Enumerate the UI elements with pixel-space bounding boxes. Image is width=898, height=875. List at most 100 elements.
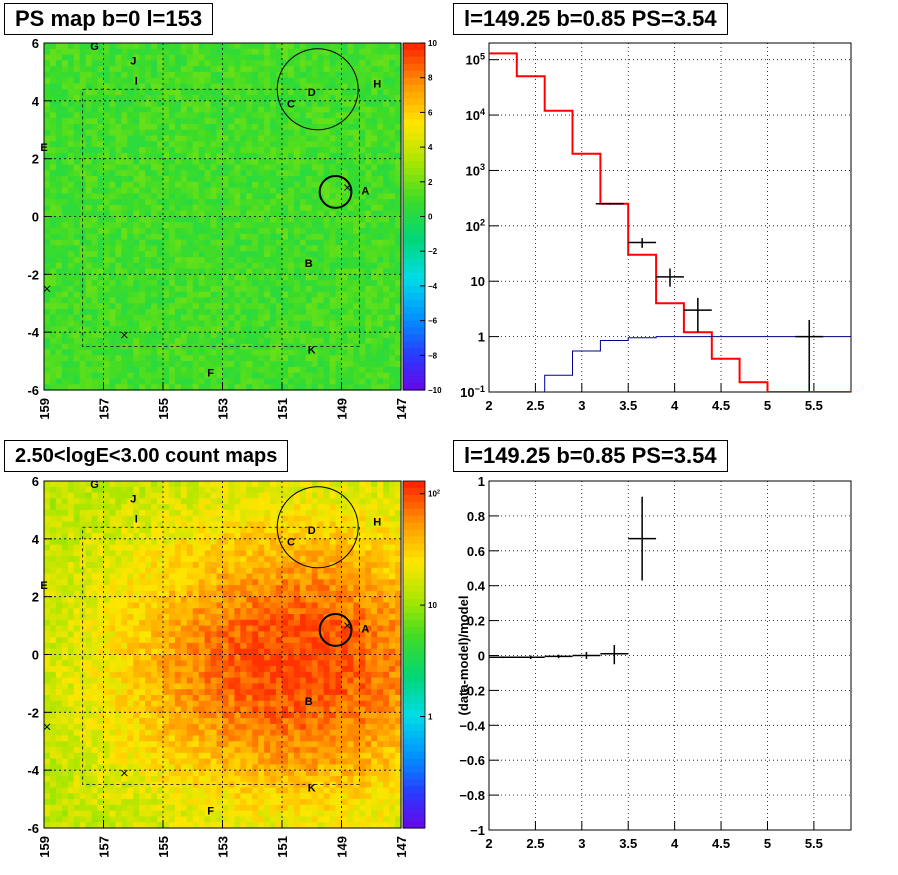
plot-frame <box>488 42 852 393</box>
y-tick-label: 104 <box>465 107 485 123</box>
heatmap-cells <box>44 481 402 829</box>
source-marker <box>344 622 351 629</box>
y-tick-label: -2 <box>27 705 39 720</box>
source-label-I: I <box>135 76 138 88</box>
y-tick-label: -2 <box>27 267 39 282</box>
x-tick-label: 3 <box>578 398 585 413</box>
x-tick-label: 3.5 <box>619 398 637 413</box>
x-tick-label: 2 <box>485 398 492 413</box>
y-tick-label: 1 <box>478 474 485 489</box>
source-marker <box>344 184 351 191</box>
data-point <box>628 238 657 248</box>
x-tick-label: 147 <box>394 398 409 420</box>
source-label-C: C <box>287 99 295 111</box>
y-tick-label: 4 <box>32 532 40 547</box>
x-tick-label: 3.5 <box>619 836 637 851</box>
y-tick-label: 0 <box>32 210 39 225</box>
colorbar-tick-label: 8 <box>428 74 433 83</box>
source-label-A: A <box>361 623 369 635</box>
y-tick-label: 10−1 <box>460 384 485 400</box>
panel-1-title: PS map b=0 l=153 <box>4 3 214 35</box>
y-tick-label: −1 <box>470 823 485 838</box>
y-axis-label: (data-model)/model <box>456 596 471 716</box>
x-tick-label: 147 <box>394 836 409 858</box>
heatmap-panel-2 <box>43 480 426 829</box>
heatmap-cells <box>44 43 402 391</box>
x-tick-label: 2 <box>485 836 492 851</box>
x-tick-label: 5.5 <box>805 836 823 851</box>
source-label-B: B <box>305 258 313 270</box>
colorbar-tick-label: 1 <box>428 713 433 722</box>
x-tick-label: 153 <box>216 836 231 858</box>
y-tick-label: 0 <box>32 648 39 663</box>
y-tick-label: 2 <box>32 590 39 605</box>
source-circle <box>276 48 359 131</box>
y-tick-label: 0.2 <box>467 614 485 629</box>
source-label-F: F <box>207 806 214 818</box>
source-label-A: A <box>361 185 369 197</box>
x-tick-label: 5 <box>764 836 771 851</box>
x-tick-label: 157 <box>97 398 112 420</box>
y-tick-label: 10 <box>471 274 485 289</box>
source-label-D: D <box>308 525 316 537</box>
source-circle <box>318 613 353 647</box>
panel-3-title: 2.50<logE<3.00 count maps <box>4 440 289 472</box>
series-line-0 <box>489 52 851 392</box>
colorbar-tick-label: 0 <box>428 213 433 222</box>
colorbar-tick-label: −10 <box>428 386 442 395</box>
x-tick-label: 5 <box>764 398 771 413</box>
colorbar-tick-label: 6 <box>428 108 433 117</box>
x-tick-label: 2.5 <box>526 836 544 851</box>
colorbar-tick-label: 10 <box>428 601 437 610</box>
x-tick-label: 4.5 <box>712 836 730 851</box>
source-marker <box>43 285 51 293</box>
source-label-E: E <box>40 580 47 592</box>
source-label-H: H <box>373 516 381 528</box>
residual-point <box>572 652 601 659</box>
y-tick-label: −0.8 <box>459 788 485 803</box>
y-tick-label: 103 <box>465 162 485 178</box>
x-tick-label: 155 <box>156 836 171 858</box>
x-tick-label: 157 <box>97 836 112 858</box>
residual-panel <box>488 480 852 831</box>
y-tick-label: −0.6 <box>459 753 485 768</box>
x-tick-label: 4 <box>671 398 679 413</box>
data-point <box>595 202 624 205</box>
x-tick-label: 159 <box>37 836 52 858</box>
y-tick-label: 0.8 <box>467 509 485 524</box>
series-line-1 <box>544 336 851 392</box>
x-tick-label: 2.5 <box>526 398 544 413</box>
source-label-H: H <box>373 78 381 90</box>
residual-point <box>628 496 657 581</box>
residual-point <box>544 654 573 659</box>
spectrum-panel <box>488 42 852 393</box>
y-tick-label: -4 <box>27 763 39 778</box>
x-tick-label: 5.5 <box>805 398 823 413</box>
x-tick-label: 159 <box>37 398 52 420</box>
source-label-J: J <box>130 493 136 505</box>
x-tick-label: 149 <box>335 398 350 420</box>
source-circle <box>318 175 353 209</box>
x-tick-label: 3 <box>578 836 585 851</box>
heatmap-panel-0 <box>43 42 426 391</box>
colorbar-frame <box>402 480 426 829</box>
y-tick-label: 6 <box>32 474 39 489</box>
source-label-B: B <box>305 696 313 708</box>
x-tick-label: 155 <box>156 398 171 420</box>
y-tick-label: 105 <box>465 51 485 67</box>
y-tick-label: -6 <box>27 383 39 398</box>
colorbar-tick-label: −4 <box>428 282 438 291</box>
colorbar-tick-label: 4 <box>428 143 433 152</box>
colorbar-tick-label: 2 <box>428 178 433 187</box>
x-tick-label: 151 <box>275 398 290 420</box>
source-label-I: I <box>135 514 138 526</box>
roi-box <box>82 88 360 348</box>
source-marker <box>120 331 128 339</box>
y-tick-label: 1 <box>478 330 485 345</box>
data-point <box>795 319 824 392</box>
source-label-J: J <box>130 55 136 67</box>
source-marker <box>120 769 128 777</box>
y-tick-label: 102 <box>465 218 485 234</box>
source-label-G: G <box>90 41 99 53</box>
source-marker <box>43 723 51 731</box>
